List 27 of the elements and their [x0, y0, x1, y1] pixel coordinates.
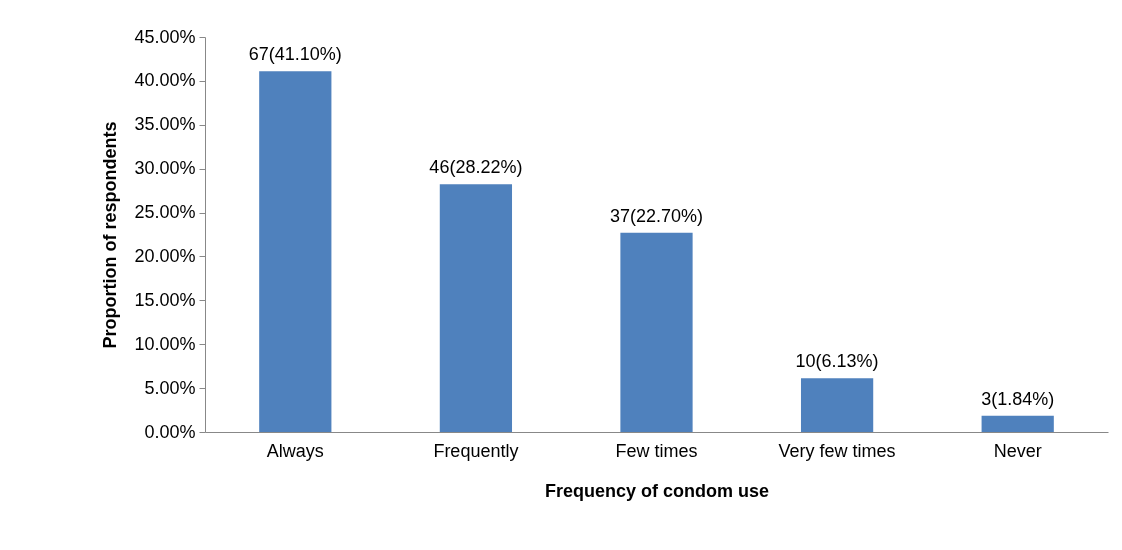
- bar: [620, 232, 693, 432]
- bar: [981, 415, 1054, 432]
- x-tick-label: Never: [993, 440, 1042, 461]
- data-label: 46(28.22%): [429, 157, 523, 178]
- data-label: 67(41.10%): [248, 44, 342, 65]
- y-tick-label: 5.00%: [144, 377, 196, 398]
- x-tick-label: Very few times: [778, 440, 896, 461]
- y-tick-label: 30.00%: [134, 158, 196, 179]
- x-axis-title: Frequency of condom use: [544, 480, 770, 501]
- y-tick-label: 45.00%: [134, 26, 196, 47]
- y-tick-label: 0.00%: [144, 421, 196, 442]
- x-tick-label: Always: [266, 440, 324, 461]
- data-label: 10(6.13%): [795, 351, 879, 372]
- y-tick-label: 10.00%: [134, 333, 196, 354]
- y-tick-label: 40.00%: [134, 70, 196, 91]
- x-tick-label: Few times: [615, 440, 698, 461]
- y-tick-label: 20.00%: [134, 245, 196, 266]
- data-label: 3(1.84%): [981, 388, 1055, 409]
- bar: [259, 71, 332, 432]
- bar: [439, 184, 513, 432]
- x-tick-label: Frequently: [433, 440, 519, 461]
- data-label: 37(22.70%): [609, 205, 704, 226]
- y-tick-label: 25.00%: [134, 202, 196, 223]
- y-tick-label: 35.00%: [134, 114, 196, 135]
- y-axis-title: Proportion of respondents: [100, 121, 121, 349]
- bar: [800, 378, 874, 432]
- y-tick-label: 15.00%: [134, 289, 196, 310]
